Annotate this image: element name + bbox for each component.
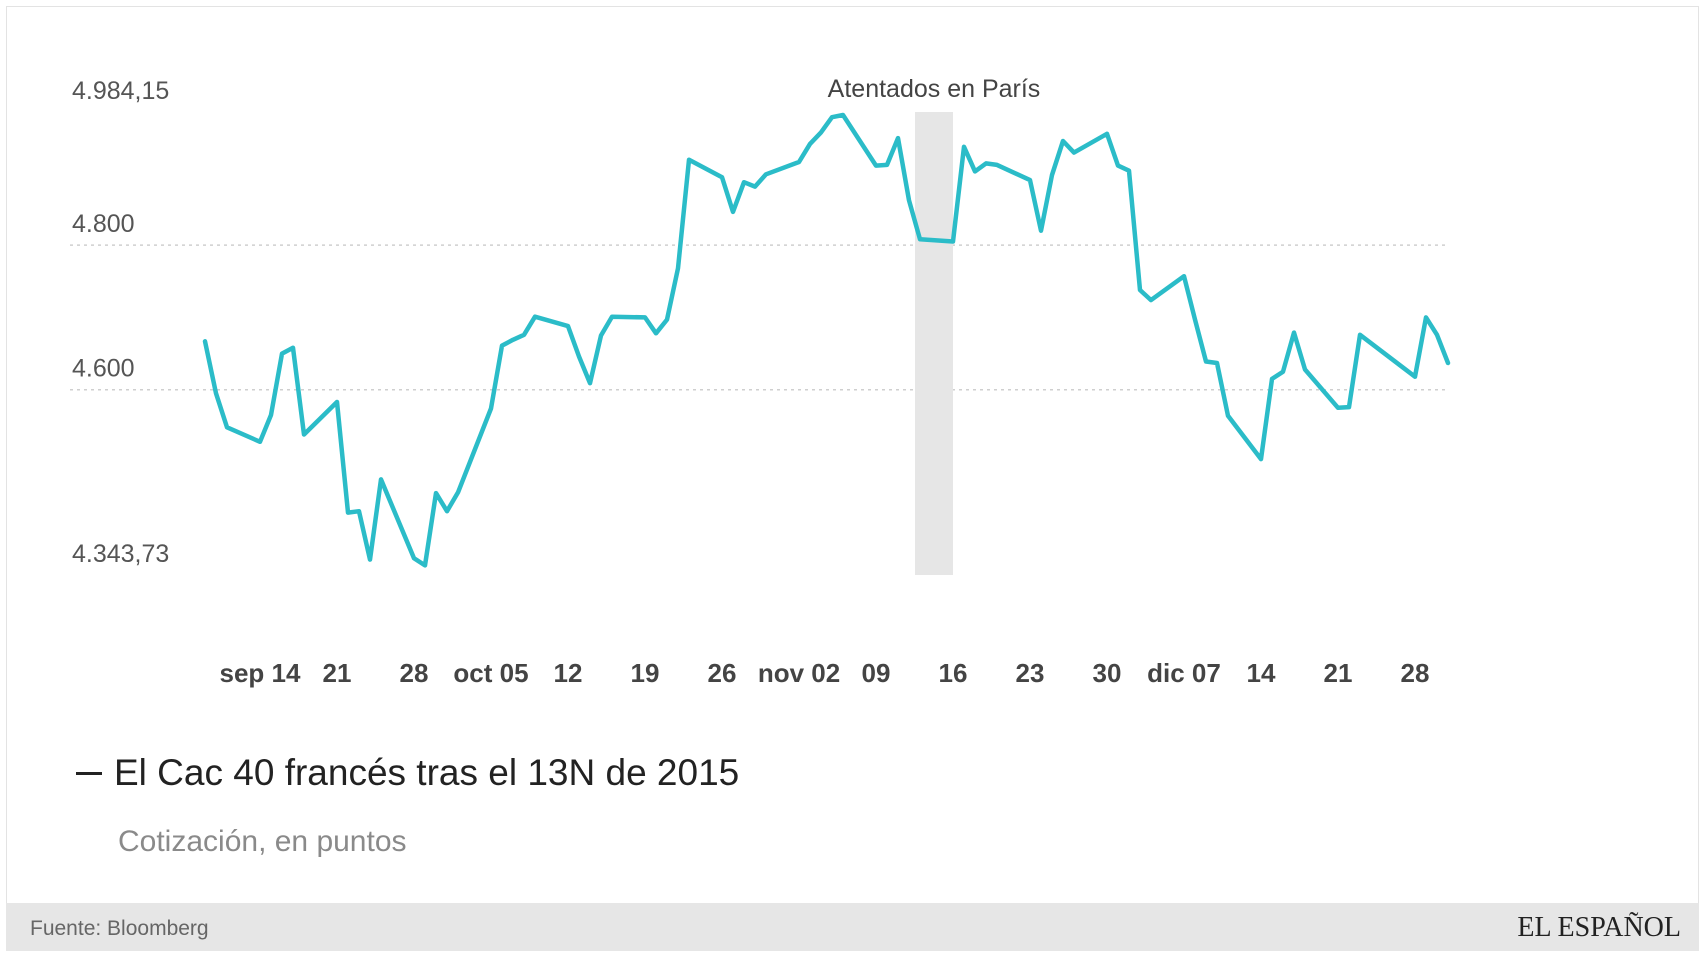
footer-bar: Fuente: Bloomberg EL ESPAÑOL: [6, 903, 1699, 951]
series-layer: [202, 112, 1451, 568]
x-tick-label: 14: [1247, 658, 1276, 688]
y-axis: 4.984,15 4.800 4.600 4.343,73: [72, 77, 169, 568]
x-tick-label: 12: [554, 658, 583, 688]
grid-layer: [70, 244, 1445, 391]
x-tick-label: sep 14: [220, 658, 301, 688]
chart-title: El Cac 40 francés tras el 13N de 2015: [76, 752, 739, 794]
chart-title-text: El Cac 40 francés tras el 13N de 2015: [114, 752, 740, 793]
x-tick-label: 28: [400, 658, 429, 688]
x-tick-label: 19: [631, 658, 660, 688]
y-tick-label: 4.343,73: [72, 540, 169, 568]
x-tick-label: 30: [1093, 658, 1122, 688]
x-tick-label: 16: [939, 658, 968, 688]
x-tick-label: 21: [1324, 658, 1353, 688]
x-tick-label: oct 05: [453, 658, 528, 688]
chart-subtitle: Cotización, en puntos: [118, 825, 407, 858]
legend-dash-icon: [76, 771, 102, 775]
x-tick-label: nov 02: [758, 658, 840, 688]
series-line-1: [202, 112, 1451, 568]
x-tick-label: 28: [1401, 658, 1430, 688]
y-tick-label: 4.600: [72, 355, 135, 383]
annotation-band: [915, 112, 953, 575]
x-tick-label: 09: [862, 658, 891, 688]
x-tick-label: 23: [1016, 658, 1045, 688]
source-note: Fuente: Bloomberg: [30, 917, 209, 940]
x-axis: sep 14 21 28 oct 05 12 19 26 nov 02 09 16 23 30 dic …: [220, 658, 1430, 688]
x-tick-label: 21: [323, 658, 352, 688]
x-tick-label: dic 07: [1147, 658, 1221, 688]
y-tick-label: 4.984,15: [72, 77, 169, 105]
x-tick-label: 26: [708, 658, 737, 688]
brand-logo: EL ESPAÑOL: [1517, 912, 1681, 943]
chart-frame: [6, 6, 1699, 951]
annotation-label: Atentados en París: [828, 75, 1041, 103]
annotation-band-layer: Atentados en París: [828, 75, 1041, 575]
y-tick-label: 4.800: [72, 210, 135, 238]
